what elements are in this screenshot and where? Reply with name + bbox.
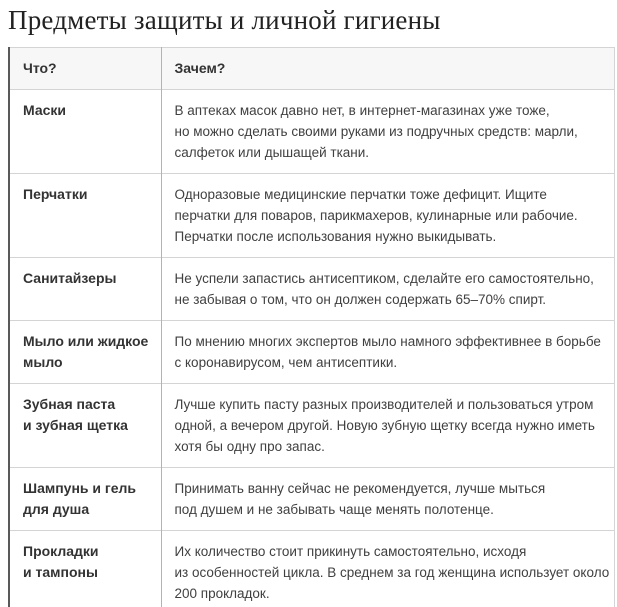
item-reason-cell: Не успели запастись антисептиком, сделай… <box>160 257 614 321</box>
item-reason-cell: Принимать ванну сейчас не рекомендуется,… <box>160 467 614 531</box>
table-row-masks: Маски В аптеках масок давно нет, в интер… <box>9 89 614 174</box>
article-page: Предметы защиты и личной гигиены Что? За… <box>0 4 617 607</box>
header-row: Что? Зачем? <box>9 47 614 90</box>
item-name-cell: Прокладки и тампоны <box>9 530 161 607</box>
table-header: Что? Зачем? <box>9 47 614 90</box>
column-header-why: Зачем? <box>160 47 614 90</box>
item-name-cell: Шампунь и гель для душа <box>9 467 161 531</box>
item-name-cell: Зубная паста и зубная щетка <box>9 383 161 468</box>
item-name-cell: Мыло или жидкое мыло <box>9 320 161 384</box>
item-reason-cell: По мнению многих экспертов мыло намного … <box>160 320 614 384</box>
item-reason-cell: Их количество стоит прикинуть самостояте… <box>160 530 614 607</box>
item-name-cell: Маски <box>9 89 161 174</box>
table-row-soap: Мыло или жидкое мыло По мнению многих эк… <box>9 320 614 384</box>
item-reason-cell: Одноразовые медицинские перчатки тоже де… <box>160 173 614 258</box>
table-row-gloves: Перчатки Одноразовые медицинские перчатк… <box>9 173 614 258</box>
item-reason-cell: В аптеках масок давно нет, в интернет-ма… <box>160 89 614 174</box>
page-title: Предметы защиты и личной гигиены <box>8 5 441 35</box>
hygiene-items-table: Что? Зачем? Маски В аптеках масок давно … <box>8 47 615 607</box>
table-row-shampoo: Шампунь и гель для душа Принимать ванну … <box>9 467 614 531</box>
table-row-sanitizers: Санитайзеры Не успели запастись антисепт… <box>9 257 614 321</box>
table-body: Маски В аптеках масок давно нет, в интер… <box>9 89 614 607</box>
table-row-pads: Прокладки и тампоны Их количество стоит … <box>9 530 614 607</box>
column-header-what: Что? <box>9 47 161 90</box>
item-reason-cell: Лучше купить пасту разных производителей… <box>160 383 614 468</box>
item-name-cell: Перчатки <box>9 173 161 258</box>
item-name-cell: Санитайзеры <box>9 257 161 321</box>
table-row-toothpaste: Зубная паста и зубная щетка Лучше купить… <box>9 383 614 468</box>
